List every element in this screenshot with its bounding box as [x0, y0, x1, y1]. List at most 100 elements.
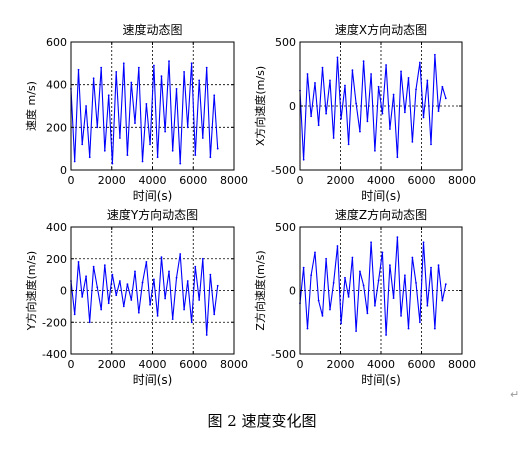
data-point — [213, 94, 216, 97]
data-point — [100, 66, 103, 69]
data-point — [130, 299, 133, 301]
data-point — [168, 270, 170, 273]
data-point — [186, 280, 189, 282]
data-point — [310, 274, 313, 277]
data-point — [362, 284, 365, 287]
data-point — [153, 278, 155, 281]
x-tick-label: 8000 — [220, 174, 248, 187]
y-tick-label: 0 — [60, 285, 67, 298]
data-point — [171, 318, 174, 320]
data-point — [92, 77, 95, 80]
data-point — [141, 281, 144, 284]
chart-panel-2: 0 2000 4000 6000 8000-5000500速度X方向动态图时间(s)X方… — [253, 22, 476, 203]
series-line — [299, 54, 447, 160]
figure-caption: 图 2 速度变化图 — [207, 412, 317, 430]
data-point — [433, 327, 436, 330]
data-point — [126, 154, 129, 156]
data-point — [209, 156, 212, 159]
data-point — [374, 149, 376, 152]
data-point — [156, 315, 159, 317]
data-point — [411, 140, 414, 143]
data-point — [100, 308, 103, 311]
data-point — [374, 304, 376, 307]
data-point — [332, 281, 335, 284]
data-point — [190, 62, 193, 65]
data-point — [344, 84, 346, 87]
data-point — [119, 280, 121, 282]
chart-title: 速度X方向动态图 — [335, 22, 427, 37]
data-point — [137, 311, 140, 314]
data-point — [321, 66, 324, 69]
x-tick-label: 0 — [297, 358, 304, 371]
data-point — [444, 283, 447, 286]
x-axis-label: 时间(s) — [133, 373, 173, 387]
x-tick-label: 6000 — [179, 174, 207, 187]
x-tick-label: 6000 — [408, 174, 436, 187]
data-point — [389, 128, 391, 130]
data-point — [430, 266, 432, 269]
data-point — [107, 94, 110, 97]
data-point — [164, 130, 167, 133]
data-point — [437, 264, 440, 266]
data-point — [73, 313, 76, 316]
data-point — [186, 126, 189, 129]
data-point — [130, 81, 133, 84]
x-tick-label: 4000 — [367, 174, 395, 187]
data-point — [103, 149, 106, 152]
data-point — [415, 88, 417, 91]
data-point — [77, 261, 80, 263]
data-point — [145, 261, 148, 263]
data-point — [216, 147, 219, 150]
y-axis-label: Z方向速度(m/s) — [253, 250, 267, 330]
y-axis-label: X方向速度(m/s) — [253, 66, 267, 146]
data-point — [306, 73, 309, 75]
data-point — [122, 305, 125, 308]
data-point — [400, 70, 402, 73]
data-point — [160, 256, 163, 259]
data-point — [366, 312, 369, 315]
data-point — [85, 275, 87, 278]
data-point — [426, 304, 429, 307]
y-axis-label: Y方向速度(m/s) — [24, 251, 38, 331]
data-point — [392, 297, 395, 300]
y-tick-label: 400 — [46, 221, 67, 234]
data-point — [377, 279, 380, 282]
data-point — [77, 68, 80, 71]
y-axis-label: 速度 m/s) — [24, 81, 38, 131]
data-point — [302, 158, 305, 161]
data-point — [314, 251, 316, 254]
data-point — [396, 236, 399, 239]
paragraph-return-mark: ↵ — [510, 388, 520, 401]
data-point — [422, 241, 425, 244]
data-point — [370, 73, 372, 75]
data-point — [400, 315, 402, 317]
data-point — [359, 130, 361, 133]
data-point — [411, 256, 414, 259]
data-point — [92, 265, 95, 268]
data-point — [407, 76, 410, 79]
chart-panel-3: 0 2000 4000 6000 8000 -400 -200 0 200 400 速度Y方向动态图… — [24, 207, 248, 387]
data-point — [88, 156, 91, 159]
data-point — [377, 85, 380, 88]
data-point — [209, 273, 212, 276]
data-point — [329, 79, 331, 82]
data-point — [183, 308, 185, 311]
data-point — [403, 274, 406, 277]
data-point — [314, 82, 316, 84]
x-tick-label: 0 — [68, 174, 75, 187]
data-point — [418, 61, 421, 64]
data-point — [392, 93, 395, 96]
data-point — [317, 124, 320, 127]
y-tick-label: 600 — [46, 36, 67, 49]
data-point — [403, 111, 406, 114]
data-point — [175, 88, 178, 90]
data-point — [88, 321, 91, 324]
x-tick-label: 0 — [297, 174, 304, 187]
data-point — [149, 303, 151, 306]
y-tick-label: 0 — [289, 285, 296, 298]
data-point — [81, 295, 84, 298]
data-point — [407, 327, 410, 330]
data-point — [385, 334, 387, 336]
data-point — [160, 75, 163, 78]
